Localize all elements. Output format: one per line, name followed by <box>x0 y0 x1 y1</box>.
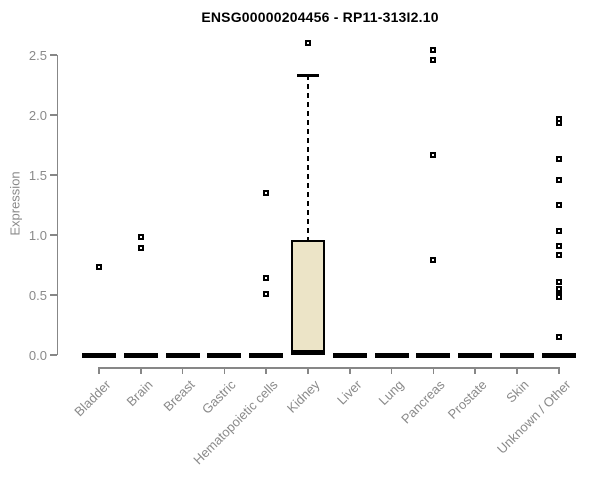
outlier-point <box>555 278 562 285</box>
x-axis-tick <box>265 367 267 374</box>
outlier-point <box>96 264 102 271</box>
whisker-cap <box>297 73 319 77</box>
box-iqr <box>291 239 325 353</box>
y-axis-tick <box>50 174 57 176</box>
x-axis-tick <box>140 367 142 374</box>
outlier-point <box>555 294 562 301</box>
y-tick-label: 0.5 <box>28 287 47 303</box>
outlier-point <box>430 47 437 54</box>
y-axis-tick <box>50 54 57 56</box>
y-tick-label: 1.0 <box>28 227 47 243</box>
outlier-point <box>555 286 562 292</box>
median-bar <box>500 352 534 358</box>
median-bar <box>416 352 451 358</box>
outlier-point <box>555 120 562 127</box>
outlier-point <box>263 275 270 282</box>
y-axis-line <box>56 55 58 355</box>
median-bar <box>207 352 242 358</box>
outlier-point <box>430 56 437 63</box>
y-tick-label: 1.5 <box>28 167 47 183</box>
y-tick-label: 2.0 <box>28 107 47 123</box>
outlier-point <box>430 257 437 264</box>
outlier-point <box>263 290 270 297</box>
outlier-point <box>555 228 562 235</box>
x-axis-line <box>99 367 559 369</box>
outlier-point <box>555 176 562 183</box>
x-axis-tick <box>349 367 351 374</box>
chart-title: ENSG00000204456 - RP11-313I2.10 <box>201 9 439 25</box>
outlier-point <box>137 234 144 241</box>
y-tick-label: 2.5 <box>28 47 47 63</box>
outlier-point <box>263 190 270 196</box>
x-axis-tick <box>307 367 309 374</box>
median-bar <box>82 352 116 358</box>
whisker-line <box>307 75 309 240</box>
outlier-point <box>430 151 437 158</box>
outlier-point <box>555 252 562 259</box>
outlier-point <box>555 202 562 208</box>
y-axis-tick <box>50 294 57 296</box>
median-bar <box>541 352 576 358</box>
median-bar <box>458 352 493 358</box>
median-bar <box>291 350 325 356</box>
x-axis-tick <box>390 367 393 374</box>
median-bar <box>123 352 158 358</box>
outlier-point <box>555 334 562 340</box>
x-axis-tick <box>181 367 184 374</box>
y-axis-label: Expression <box>7 171 23 236</box>
outlier-point <box>555 156 562 163</box>
outlier-point <box>555 242 562 249</box>
x-axis-tick <box>432 367 435 374</box>
outlier-point <box>305 40 311 46</box>
x-axis-tick <box>474 367 476 374</box>
y-axis-tick <box>50 354 57 356</box>
median-bar <box>374 352 409 358</box>
x-axis-tick <box>98 367 100 374</box>
outlier-point <box>137 245 144 252</box>
y-axis-tick <box>50 234 57 236</box>
median-bar <box>165 352 200 358</box>
x-axis-tick <box>516 367 518 374</box>
median-bar <box>249 352 284 358</box>
x-axis-tick <box>558 367 560 374</box>
x-axis-tick <box>223 367 226 374</box>
y-tick-label: 0.0 <box>28 347 47 363</box>
median-bar <box>332 352 367 358</box>
y-axis-tick <box>50 114 57 116</box>
